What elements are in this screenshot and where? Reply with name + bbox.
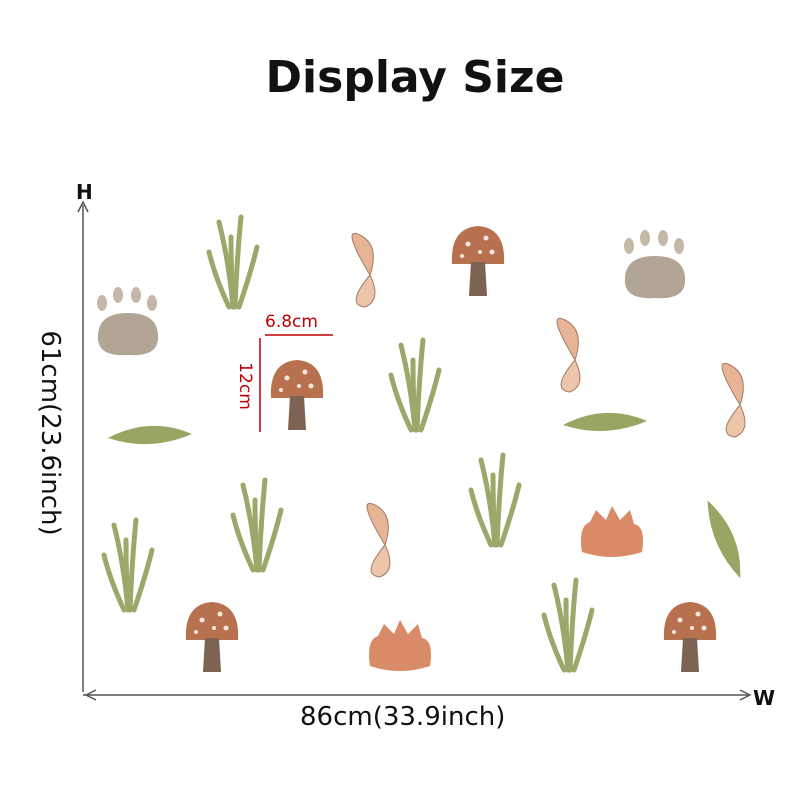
page-title: Display Size (265, 52, 565, 103)
mushroom (270, 360, 324, 430)
height-axis (77, 200, 89, 692)
total-height-text: 61cm(23.6inch) (35, 330, 65, 536)
leaf (701, 496, 748, 582)
paw-print (624, 230, 686, 299)
total-width-text: 86cm(33.9inch) (300, 702, 506, 732)
leaf (108, 425, 192, 445)
width-axis-label: W (753, 686, 776, 710)
leaf (563, 412, 647, 432)
grass (104, 520, 152, 610)
grass (233, 480, 281, 570)
flower (581, 506, 643, 557)
height-axis-label: H (76, 180, 93, 204)
mushroom (663, 602, 717, 672)
flower (369, 620, 431, 671)
butterfly (366, 502, 391, 578)
butterfly (351, 232, 376, 308)
paw-print (97, 287, 159, 356)
sample-width-text: 6.8cm (265, 312, 318, 332)
mushroom (451, 226, 505, 296)
mushroom (185, 602, 239, 672)
width-axis (83, 689, 752, 701)
butterfly (721, 362, 746, 438)
grass (471, 455, 519, 545)
butterfly (556, 317, 581, 393)
grass (209, 217, 257, 307)
sample-height-text: 12cm (235, 362, 255, 410)
grass (544, 580, 592, 670)
grass (391, 340, 439, 430)
